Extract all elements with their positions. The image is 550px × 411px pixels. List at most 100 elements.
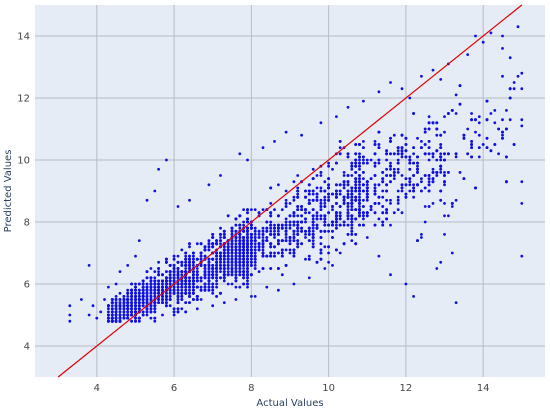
data-point [137,316,141,320]
data-point [157,267,161,270]
data-point [145,301,149,304]
data-point [392,174,396,177]
data-point [230,233,234,236]
data-point [219,291,222,295]
data-point [296,192,300,196]
data-point [234,251,238,255]
data-point [381,195,385,199]
data-point [126,298,130,301]
data-point [207,239,211,243]
data-point [296,233,300,236]
data-point [145,298,149,301]
data-point [346,205,350,208]
data-point [215,285,219,289]
data-point [396,198,400,202]
data-point [107,304,110,308]
data-point [458,102,462,106]
data-point [118,304,122,308]
data-point [412,112,415,115]
data-point [277,288,280,292]
data-point [149,310,153,314]
data-point [304,229,307,233]
data-point [242,254,246,258]
data-point [188,245,191,249]
data-point [350,205,354,208]
data-point [335,115,338,118]
data-point [165,285,168,289]
data-point [130,288,134,292]
data-point [203,267,207,270]
data-point [404,136,408,140]
data-point [377,195,381,199]
data-point [342,202,346,205]
data-point [447,171,450,174]
data-point [219,267,222,270]
data-point [180,282,184,286]
data-point [246,229,249,233]
data-point [373,174,377,177]
data-point [423,186,427,190]
data-point [137,282,141,286]
data-point [246,220,249,224]
data-point [315,195,319,199]
data-point [443,152,446,156]
data-point [338,146,342,150]
data-point [369,158,373,162]
data-point [323,198,327,202]
data-point [238,260,242,264]
data-point [447,152,450,156]
data-point [242,245,246,249]
data-point [157,301,161,304]
data-point [195,279,199,283]
data-point [153,279,157,283]
x-tick-label: 14 [477,383,490,394]
data-point [184,264,188,267]
data-point [327,186,330,190]
data-point [450,205,454,208]
data-point [273,208,276,212]
data-point [423,130,427,134]
data-point [126,316,130,320]
data-point [354,171,358,174]
data-point [338,183,342,187]
data-point [412,174,415,177]
data-point [439,167,443,171]
data-point [137,288,141,292]
data-point [331,229,334,233]
data-point [277,183,280,187]
data-point [149,316,153,320]
data-point [107,310,110,314]
data-point [180,273,184,277]
data-point [238,226,242,230]
data-point [114,301,118,304]
data-point [188,295,191,298]
data-point [122,313,126,317]
data-point [420,233,423,236]
data-point [145,276,149,280]
data-point [265,220,269,224]
data-point [338,192,342,196]
data-point [416,164,419,168]
data-point [215,267,219,270]
data-point [435,174,439,177]
data-point [354,186,358,190]
data-point [335,226,338,230]
data-point [400,87,404,91]
data-point [377,143,381,146]
data-point [195,307,199,311]
data-point [497,152,500,156]
data-point [219,226,222,230]
data-point [253,242,257,246]
data-point [377,217,381,221]
x-tick-label: 8 [248,383,254,394]
data-point [350,195,354,199]
data-point [134,310,137,314]
data-point [385,158,388,162]
data-point [110,307,114,311]
data-point [107,316,110,320]
data-point [474,34,477,38]
data-point [323,214,327,218]
data-point [242,220,246,224]
reference-line [57,4,523,378]
data-point [292,180,296,184]
